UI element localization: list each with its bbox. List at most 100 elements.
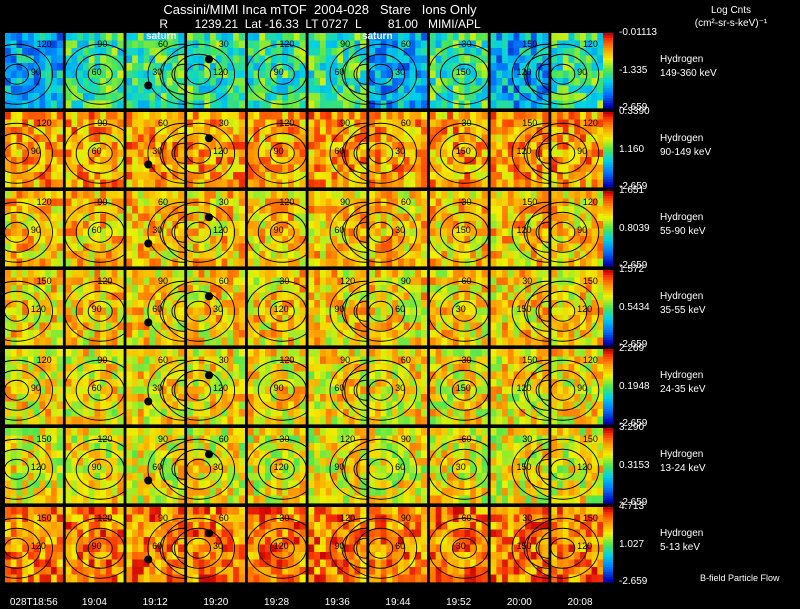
heatmap-panel: 90 60 — [63, 33, 137, 109]
contour-label: 60 — [158, 197, 168, 207]
colorbar-units: Log Cnts (cm²-sr-s-keV)⁻¹ — [672, 4, 790, 30]
contour-line — [257, 211, 307, 253]
contour-line — [4, 63, 29, 85]
heatmap-panel: 60 30 — [126, 191, 221, 267]
contour-label: 60 — [158, 39, 168, 49]
contour-line — [368, 63, 394, 85]
contour-label: 30 — [279, 513, 289, 523]
contour-label: 90 — [92, 304, 102, 314]
contour-line — [439, 53, 489, 95]
contour-label: 90 — [334, 541, 344, 551]
contour-label: 60 — [152, 462, 162, 472]
contour-line — [75, 527, 125, 569]
contour-label: 60 — [334, 67, 344, 77]
colorbar-tick-label: -2.659 — [619, 260, 648, 271]
contour-label: 90 — [577, 225, 587, 235]
contour-line — [269, 221, 295, 243]
heatmap-panel: 120 90 — [526, 33, 610, 109]
contour-line — [538, 448, 588, 490]
contour-line — [87, 142, 113, 164]
contour-line — [439, 290, 489, 332]
contour-line — [0, 359, 53, 421]
colorbar-tick-label: -1.335 — [619, 64, 648, 76]
contour-line — [174, 290, 224, 332]
contour-line — [162, 438, 236, 500]
contour-line — [186, 221, 212, 243]
planet-tag-saturn: saturn — [362, 31, 393, 42]
contour-label: 60 — [395, 462, 405, 472]
contour-line — [75, 290, 125, 332]
heatmap-panel: 30 120 — [162, 112, 245, 188]
contour-line — [0, 201, 53, 263]
contour-line — [356, 132, 406, 174]
contour-line — [186, 63, 212, 85]
contour-label: 90 — [31, 146, 41, 156]
contour-line — [451, 142, 477, 164]
contour-line — [526, 280, 600, 342]
contour-label: 120 — [516, 225, 531, 235]
contour-label: 120 — [37, 118, 52, 128]
species-name: Hydrogen — [660, 290, 704, 302]
contour-line — [451, 379, 477, 401]
contour-line — [526, 122, 600, 184]
contour-line — [4, 142, 29, 164]
contour-line — [526, 43, 600, 105]
contour-line — [0, 211, 41, 253]
contour-label: 90 — [97, 197, 107, 207]
contour-label: 150 — [456, 225, 471, 235]
contour-label: 60 — [462, 434, 472, 444]
contour-label: 150 — [516, 541, 531, 551]
contour-line — [186, 379, 212, 401]
contour-line — [0, 448, 41, 490]
contour-line — [550, 379, 576, 401]
planet-tag-saturn: saturn — [146, 31, 177, 42]
contour-label: 90 — [274, 383, 284, 393]
colorbar-tick-label: 4.713 — [619, 501, 645, 512]
contour-line — [526, 438, 600, 500]
contour-label: 30 — [462, 118, 472, 128]
contour-line — [526, 359, 600, 421]
contour-line — [0, 527, 41, 569]
contour-line — [87, 537, 113, 559]
contour-label: 120 — [583, 39, 598, 49]
colorbar-tick-label: 1.160 — [619, 143, 645, 155]
contour-label: 90 — [31, 67, 41, 77]
contour-line — [4, 221, 29, 243]
row-species-label: Hydrogen 24-35 keV — [660, 369, 706, 397]
contour-label: 60 — [401, 197, 411, 207]
time-tick-label: 20:00 — [506, 597, 532, 608]
colorbar-tick-label: 1.651 — [619, 185, 645, 196]
contour-label: 120 — [274, 541, 289, 551]
contour-label: 90 — [92, 462, 102, 472]
heatmap-panel: 120 90 — [245, 112, 319, 188]
contour-line — [87, 458, 113, 480]
time-tick-label: 19:12 — [142, 597, 168, 608]
contour-line — [87, 379, 113, 401]
energy-range: 5-13 keV — [660, 541, 701, 553]
saturn-marker — [204, 371, 213, 380]
contour-label: 120 — [583, 197, 598, 207]
contour-label: 90 — [577, 146, 587, 156]
heatmap-panel: 90 60 — [344, 507, 428, 583]
contour-line — [538, 53, 588, 95]
contour-line — [0, 53, 41, 95]
heatmap-panel: 120 90 — [245, 33, 319, 109]
contour-line — [344, 122, 418, 184]
contour-line — [186, 458, 212, 480]
contour-label: 120 — [31, 541, 46, 551]
heatmap-panel: 90 60 — [308, 112, 403, 188]
heatmap-panel: 30 120 — [245, 428, 319, 504]
contour-line — [356, 448, 406, 490]
contour-line — [368, 300, 394, 322]
contour-label: 120 — [274, 462, 289, 472]
row-species-label: Hydrogen 35-55 keV — [660, 290, 706, 318]
contour-line — [550, 142, 576, 164]
contour-line — [4, 458, 29, 480]
contour-line — [257, 290, 307, 332]
contour-label: 150 — [37, 276, 52, 286]
heatmap-panel: 90 60 — [344, 428, 428, 504]
contour-label: 90 — [401, 513, 411, 523]
contour-label: 120 — [340, 434, 355, 444]
contour-label: 60 — [334, 383, 344, 393]
